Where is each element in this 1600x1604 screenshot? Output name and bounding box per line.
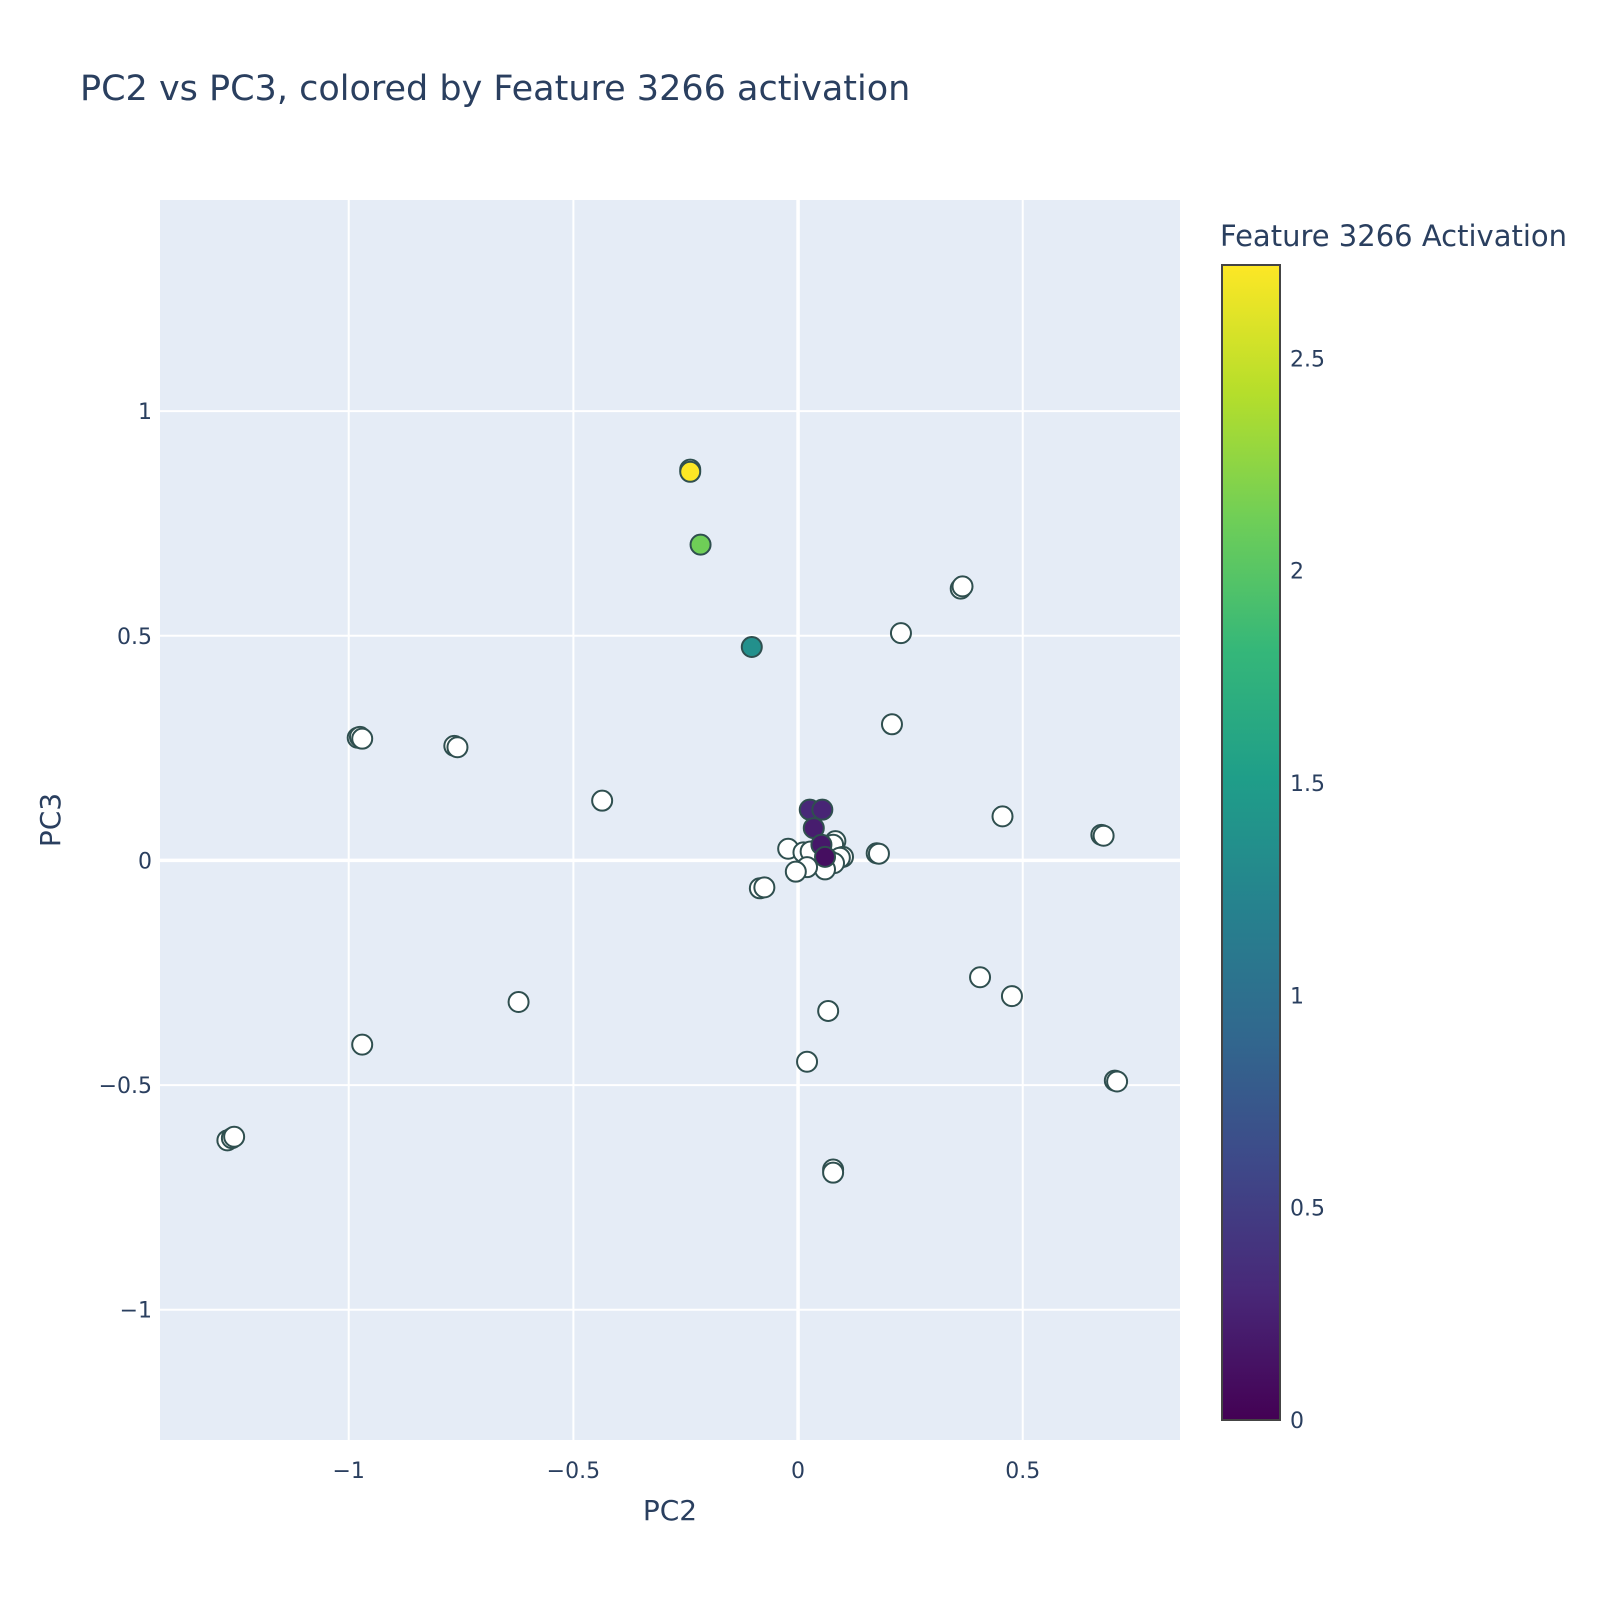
scatter-point bbox=[811, 798, 834, 821]
axes: −1 −0.5 0 0.5 −1 −0.5 0 0.5 1 bbox=[99, 400, 1041, 1484]
scatter-point bbox=[753, 876, 776, 899]
scatter-points bbox=[216, 458, 1129, 1184]
chart-title: PC2 vs PC3, colored by Feature 3266 acti… bbox=[80, 69, 910, 109]
scatter-point bbox=[951, 575, 974, 598]
scatter-point bbox=[679, 460, 702, 483]
scatter-point bbox=[351, 727, 374, 750]
scatter-point bbox=[880, 713, 903, 736]
x-axis-title: PC2 bbox=[643, 1494, 697, 1527]
scatter-point bbox=[796, 1050, 819, 1073]
x-tick-label: −1 bbox=[333, 1459, 365, 1484]
scatter-point bbox=[784, 860, 807, 883]
y-tick-label: −1 bbox=[120, 1299, 152, 1324]
y-tick-label: 0 bbox=[138, 849, 152, 874]
colorbar-tick-label: 0.5 bbox=[1290, 1197, 1325, 1222]
colorbar-tick-label: 0 bbox=[1290, 1409, 1304, 1434]
colorbar-tick-label: 1 bbox=[1290, 984, 1304, 1009]
scatter-point bbox=[889, 622, 912, 645]
y-tick-label: 0.5 bbox=[117, 625, 152, 650]
plot-area bbox=[160, 200, 1180, 1440]
scatter-point bbox=[1092, 824, 1115, 847]
scatter-point bbox=[740, 636, 763, 659]
scatter-point bbox=[1106, 1070, 1129, 1093]
x-tick-label: 0.5 bbox=[1005, 1459, 1040, 1484]
scatter-point bbox=[1000, 985, 1023, 1008]
scatter-point bbox=[991, 805, 1014, 828]
y-tick-label: −0.5 bbox=[99, 1074, 152, 1099]
colorbar-tick-label: 1.5 bbox=[1290, 772, 1325, 797]
colorbar-title: Feature 3266 Activation bbox=[1220, 219, 1567, 253]
colorbar: Feature 3266 Activation 0 0.5 1 1.5 2 2.5 bbox=[1220, 219, 1567, 1434]
grid bbox=[160, 200, 1180, 1440]
y-axis-title: PC3 bbox=[34, 793, 67, 847]
colorbar-ticks: 0 0.5 1 1.5 2 2.5 bbox=[1290, 347, 1325, 1434]
scatter-point bbox=[822, 1161, 845, 1184]
colorbar-gradient bbox=[1221, 264, 1281, 1421]
scatter-point bbox=[867, 842, 890, 865]
colorbar-tick-label: 2 bbox=[1290, 560, 1304, 585]
scatter-point bbox=[507, 990, 530, 1013]
scatter-point bbox=[689, 533, 712, 556]
scatter-point bbox=[446, 736, 469, 759]
scatter-point bbox=[969, 966, 992, 989]
colorbar-tick-label: 2.5 bbox=[1290, 347, 1325, 372]
y-tick-label: 1 bbox=[138, 400, 152, 425]
scatter-point bbox=[351, 1033, 374, 1056]
scatter-point bbox=[817, 999, 840, 1022]
scatter-point bbox=[591, 789, 614, 812]
x-tick-label: 0 bbox=[791, 1459, 805, 1484]
scatter-point bbox=[223, 1125, 246, 1148]
scatter-point bbox=[814, 845, 837, 868]
x-tick-label: −0.5 bbox=[547, 1459, 600, 1484]
